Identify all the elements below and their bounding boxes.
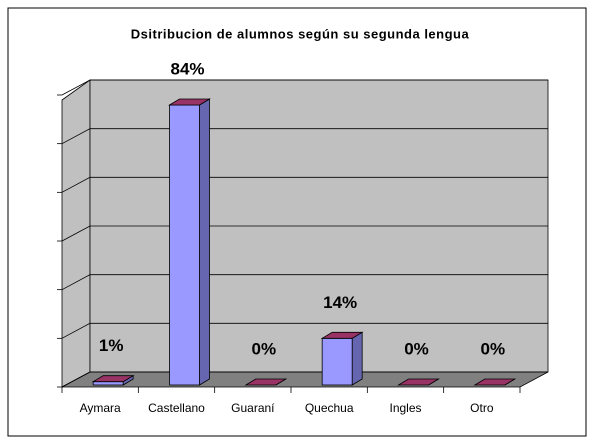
bar-top — [397, 378, 440, 386]
grid-line — [61, 371, 548, 388]
x-tick-label: Quechua — [305, 401, 354, 415]
bar-top — [244, 378, 288, 386]
grid-line — [61, 225, 548, 242]
bar — [91, 374, 135, 386]
bar — [397, 378, 440, 386]
bar-side — [199, 98, 210, 386]
grid-line — [61, 274, 548, 291]
value-label: 0% — [404, 339, 429, 358]
bar-top — [473, 378, 517, 386]
value-label: 0% — [481, 339, 506, 358]
chart-title: Dsitribucion de alumnos según su segunda… — [131, 26, 470, 41]
value-label: 0% — [252, 339, 277, 358]
value-label: 14% — [323, 293, 357, 312]
grid-line — [61, 322, 548, 339]
grid-line — [61, 79, 548, 96]
x-tick-label: Castellano — [148, 401, 205, 415]
bar — [244, 378, 288, 386]
bar-top — [320, 331, 364, 339]
x-tick-label: Aymara — [80, 401, 121, 415]
bar-top — [91, 375, 135, 383]
bar — [320, 331, 364, 386]
bar-front — [92, 381, 124, 386]
bar-top — [168, 98, 211, 106]
bar-front — [169, 104, 200, 386]
grid-line — [61, 176, 548, 193]
bar — [473, 378, 517, 386]
value-label: 1% — [99, 336, 124, 355]
bar-side — [351, 331, 363, 386]
bar-front — [321, 337, 353, 386]
bar — [168, 98, 211, 386]
x-tick-label: Otro — [470, 401, 494, 415]
x-tick-label: Ingles — [389, 401, 421, 415]
grid-line — [61, 128, 548, 145]
value-label: 84% — [170, 59, 204, 78]
x-tick-label: Guaraní — [231, 401, 275, 415]
